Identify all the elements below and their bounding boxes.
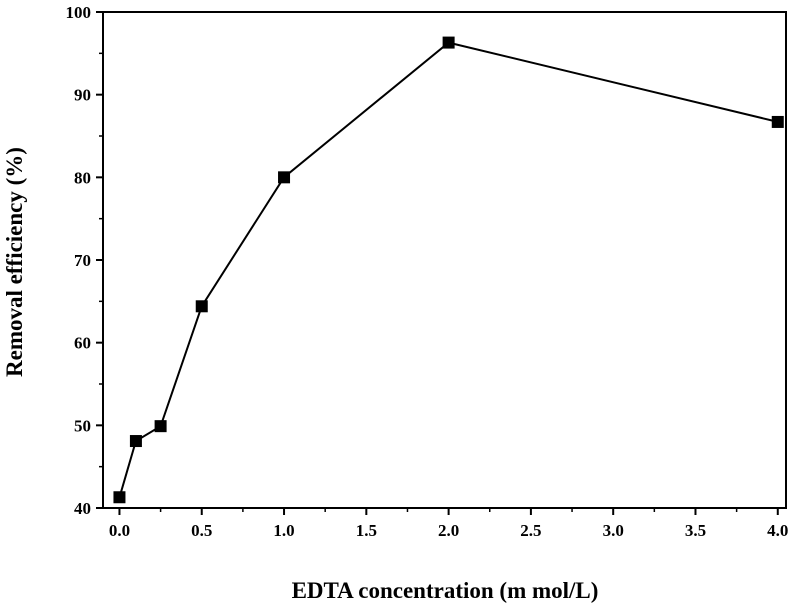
x-tick-label: 1.5 [356, 521, 377, 540]
data-point [278, 171, 291, 184]
y-tick-label: 80 [74, 168, 91, 187]
x-tick-label: 4.0 [767, 521, 788, 540]
axes: 0.0 0.5 1.0 1.5 2.0 2.5 3.0 3.5 4.0 40 50 60 70 80 90 1… [66, 3, 789, 540]
x-tick-label: 0.5 [191, 521, 212, 540]
y-tick-label: 70 [74, 251, 91, 270]
x-tick-label: 3.5 [685, 521, 706, 540]
y-tick-label: 60 [74, 334, 91, 353]
y-axis-title: Removal efficiency (%) [2, 147, 27, 377]
x-tick-label: 3.0 [603, 521, 624, 540]
data-point [195, 300, 208, 313]
plot-frame [102, 11, 787, 509]
x-tick-label: 0.0 [109, 521, 130, 540]
series-group [113, 36, 784, 504]
x-tick-label: 2.0 [438, 521, 459, 540]
y-tick-label: 90 [74, 86, 91, 105]
x-axis-title: EDTA concentration (m mol/L) [292, 578, 599, 603]
y-tick-label: 40 [74, 499, 91, 518]
x-tick-label: 1.0 [273, 521, 294, 540]
data-point [113, 491, 126, 504]
data-point [154, 420, 167, 433]
y-tick-label: 100 [66, 3, 92, 22]
y-tick-label: 50 [74, 416, 91, 435]
data-point [129, 435, 142, 448]
data-point [442, 36, 455, 49]
series-line [118, 41, 779, 498]
data-point [771, 115, 784, 128]
x-tick-label: 2.5 [520, 521, 541, 540]
